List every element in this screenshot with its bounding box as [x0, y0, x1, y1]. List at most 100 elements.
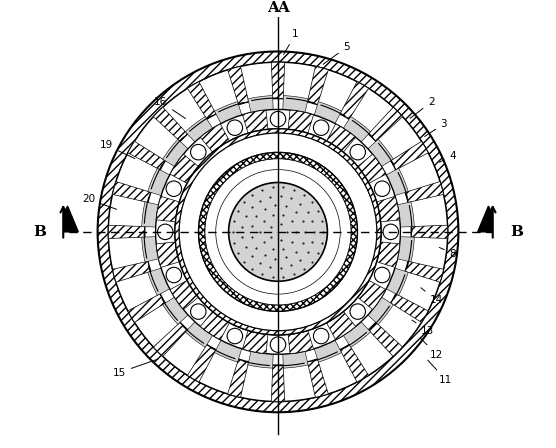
Polygon shape [341, 319, 370, 347]
Wedge shape [228, 66, 249, 105]
Text: A: A [277, 1, 289, 15]
Wedge shape [391, 294, 428, 323]
Text: A: A [267, 1, 279, 15]
Wedge shape [170, 154, 198, 183]
Circle shape [314, 120, 329, 135]
Polygon shape [314, 102, 341, 126]
Polygon shape [384, 267, 408, 295]
Text: 19: 19 [100, 140, 135, 159]
Polygon shape [148, 168, 172, 197]
Circle shape [98, 52, 458, 412]
Wedge shape [288, 331, 314, 353]
Wedge shape [128, 294, 165, 323]
Polygon shape [478, 206, 502, 232]
Wedge shape [156, 242, 180, 267]
Circle shape [374, 181, 390, 197]
Text: 2: 2 [410, 97, 435, 118]
Text: 3: 3 [425, 119, 447, 137]
Wedge shape [326, 311, 356, 340]
Circle shape [76, 30, 480, 434]
Wedge shape [271, 365, 285, 401]
Wedge shape [411, 225, 448, 238]
Circle shape [166, 267, 182, 283]
Wedge shape [153, 107, 187, 142]
Circle shape [350, 304, 365, 319]
Text: 13: 13 [412, 320, 434, 336]
Wedge shape [228, 359, 249, 397]
Wedge shape [369, 107, 403, 142]
Circle shape [229, 182, 327, 281]
Polygon shape [341, 116, 370, 144]
Circle shape [205, 159, 351, 305]
Polygon shape [54, 206, 78, 232]
Polygon shape [282, 95, 308, 116]
Polygon shape [148, 267, 172, 295]
Wedge shape [358, 154, 386, 183]
Wedge shape [340, 345, 369, 382]
Text: B: B [33, 225, 46, 239]
Circle shape [191, 304, 206, 319]
Circle shape [314, 328, 329, 344]
Circle shape [216, 170, 340, 294]
Wedge shape [358, 280, 386, 310]
Circle shape [179, 133, 377, 331]
Wedge shape [112, 181, 151, 202]
Wedge shape [376, 196, 400, 222]
Text: 4: 4 [439, 151, 456, 162]
Circle shape [350, 144, 365, 160]
Polygon shape [248, 348, 274, 368]
Polygon shape [163, 296, 191, 324]
Circle shape [198, 152, 358, 311]
Wedge shape [307, 66, 328, 105]
Text: 5: 5 [323, 42, 350, 64]
Wedge shape [112, 261, 151, 282]
Circle shape [175, 129, 381, 335]
Circle shape [270, 337, 286, 352]
Circle shape [166, 181, 182, 197]
Wedge shape [405, 181, 444, 202]
Circle shape [227, 120, 242, 135]
Wedge shape [405, 261, 444, 282]
Circle shape [205, 159, 351, 305]
Circle shape [270, 112, 286, 127]
Wedge shape [156, 196, 180, 222]
Circle shape [108, 62, 448, 401]
Polygon shape [282, 348, 308, 368]
Polygon shape [215, 337, 242, 362]
Polygon shape [314, 337, 341, 362]
Text: 16: 16 [154, 97, 186, 118]
Wedge shape [200, 124, 230, 152]
Wedge shape [170, 280, 198, 310]
Circle shape [175, 129, 381, 335]
Polygon shape [215, 102, 242, 126]
Circle shape [198, 152, 358, 311]
Polygon shape [142, 202, 162, 227]
Circle shape [191, 144, 206, 160]
Polygon shape [142, 237, 162, 262]
Text: 12: 12 [421, 338, 443, 360]
Text: 20: 20 [82, 194, 117, 209]
Polygon shape [365, 296, 393, 324]
Wedge shape [376, 242, 400, 267]
Text: 11: 11 [428, 360, 453, 385]
Wedge shape [307, 359, 328, 397]
Wedge shape [391, 141, 428, 170]
Circle shape [374, 267, 390, 283]
Text: B: B [510, 225, 523, 239]
Polygon shape [248, 95, 274, 116]
Wedge shape [187, 82, 216, 119]
Wedge shape [242, 110, 268, 133]
Polygon shape [163, 139, 191, 168]
Polygon shape [365, 139, 393, 168]
Polygon shape [186, 116, 215, 144]
Polygon shape [394, 202, 414, 227]
Wedge shape [200, 311, 230, 340]
Polygon shape [394, 237, 414, 262]
Wedge shape [369, 322, 403, 357]
Wedge shape [326, 124, 356, 152]
Wedge shape [128, 141, 165, 170]
Polygon shape [186, 319, 215, 347]
Wedge shape [108, 225, 145, 238]
Circle shape [145, 99, 411, 365]
Wedge shape [153, 322, 187, 357]
